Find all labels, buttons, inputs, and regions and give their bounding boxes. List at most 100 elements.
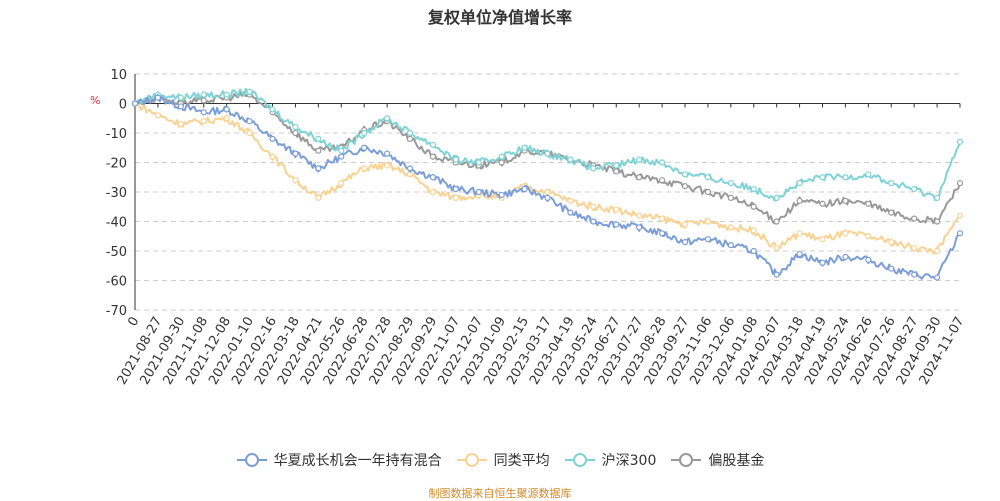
data-point: [819, 174, 826, 181]
data-point: [658, 177, 666, 184]
data-point: [773, 194, 780, 201]
data-point: [269, 106, 276, 113]
data-point: [475, 188, 482, 196]
line-chart: 10 0 -10 -20 -30 -40 -50 -60 -70 02021-08-272021…: [90, 68, 967, 387]
data-point: [429, 141, 437, 148]
data-point: [613, 206, 620, 213]
data-point: [246, 118, 253, 125]
data-point: [819, 236, 826, 243]
legend-swatch-icon: [671, 453, 702, 467]
data-point: [613, 221, 620, 228]
legend-swatch-icon: [236, 453, 267, 467]
series-group: [131, 91, 964, 225]
legend-item[interactable]: 同类平均: [456, 450, 550, 470]
data-point: [154, 94, 162, 101]
data-point: [796, 197, 803, 204]
data-point: [750, 185, 757, 193]
data-point: [544, 194, 551, 201]
data-point: [223, 91, 230, 98]
data-point: [315, 147, 322, 154]
data-point: [361, 129, 368, 137]
data-point: [521, 185, 528, 193]
data-point: [842, 197, 849, 204]
data-point: [658, 215, 666, 222]
data-point: [773, 218, 780, 225]
series-line: [134, 91, 961, 225]
y-tick-label: -50: [106, 245, 127, 260]
legend-item[interactable]: 偏股基金: [670, 450, 764, 470]
data-point: [223, 115, 230, 122]
data-point: [223, 106, 230, 113]
data-point: [498, 153, 505, 160]
y-tick-label: -60: [106, 275, 127, 290]
data-point: [842, 230, 849, 237]
data-point: [933, 274, 941, 281]
legend: 华夏成长机会一年持有混合 同类平均 沪深300 偏股基金: [0, 450, 1000, 470]
data-point: [315, 135, 322, 142]
data-point: [383, 150, 391, 157]
data-point: [544, 150, 551, 157]
y-tick-label: -10: [106, 127, 127, 142]
x-axis: 02021-08-272021-09-302021-11-082021-12-0…: [115, 103, 967, 387]
data-point: [452, 185, 459, 193]
data-point: [200, 109, 207, 116]
data-point: [269, 135, 276, 142]
data-point: [498, 191, 505, 199]
data-point: [292, 150, 299, 157]
data-point: [727, 180, 734, 187]
plot-area: [131, 87, 964, 281]
data-point: [796, 230, 803, 237]
data-point: [911, 185, 918, 193]
data-point: [933, 218, 941, 225]
data-point: [246, 88, 253, 95]
legend-label: 同类平均: [493, 453, 550, 469]
data-point: [200, 91, 207, 98]
y-tick-label: 10: [110, 68, 127, 83]
data-point: [865, 200, 872, 207]
legend-item[interactable]: 华夏成长机会一年持有混合: [236, 450, 442, 470]
data-point: [315, 194, 322, 201]
legend-item[interactable]: 沪深300: [564, 450, 656, 470]
data-point: [888, 239, 895, 246]
data-point: [636, 212, 643, 219]
data-point: [933, 194, 941, 201]
data-point: [177, 121, 184, 128]
data-point: [567, 156, 574, 163]
data-point: [200, 97, 207, 104]
data-point: [773, 244, 780, 252]
y-tick-label: -20: [106, 157, 127, 172]
data-point: [429, 174, 437, 181]
data-point: [796, 250, 803, 258]
y-axis: 10 0 -10 -20 -30 -40 -50 -60 -70: [106, 68, 136, 319]
data-point: [796, 180, 803, 187]
data-point: [911, 244, 918, 252]
data-point: [590, 203, 597, 210]
y-tick-label: 0: [119, 98, 127, 113]
data-point: [590, 165, 597, 172]
data-point: [956, 212, 964, 219]
data-point: [315, 165, 322, 172]
data-point: [727, 194, 734, 201]
data-point: [911, 271, 918, 278]
data-point: [681, 183, 689, 190]
data-point: [704, 236, 712, 243]
data-point: [658, 159, 666, 166]
data-point: [636, 156, 643, 163]
data-point: [933, 247, 941, 255]
data-point: [475, 159, 482, 166]
data-point: [888, 209, 895, 216]
data-point: [154, 112, 162, 119]
data-point: [727, 242, 734, 249]
y-tick-label: -40: [106, 216, 127, 231]
data-point: [704, 174, 712, 181]
data-point: [590, 218, 597, 225]
legend-label: 华夏成长机会一年持有混合: [273, 453, 442, 469]
data-point: [865, 233, 872, 240]
legend-swatch-icon: [564, 453, 595, 467]
data-point: [865, 256, 872, 263]
data-point: [177, 94, 184, 101]
chart-title: 复权单位净值增长率: [427, 8, 572, 27]
data-point: [704, 188, 712, 196]
data-point: [613, 162, 620, 169]
source-note: 制图数据来自恒生聚源数据库: [428, 487, 572, 500]
